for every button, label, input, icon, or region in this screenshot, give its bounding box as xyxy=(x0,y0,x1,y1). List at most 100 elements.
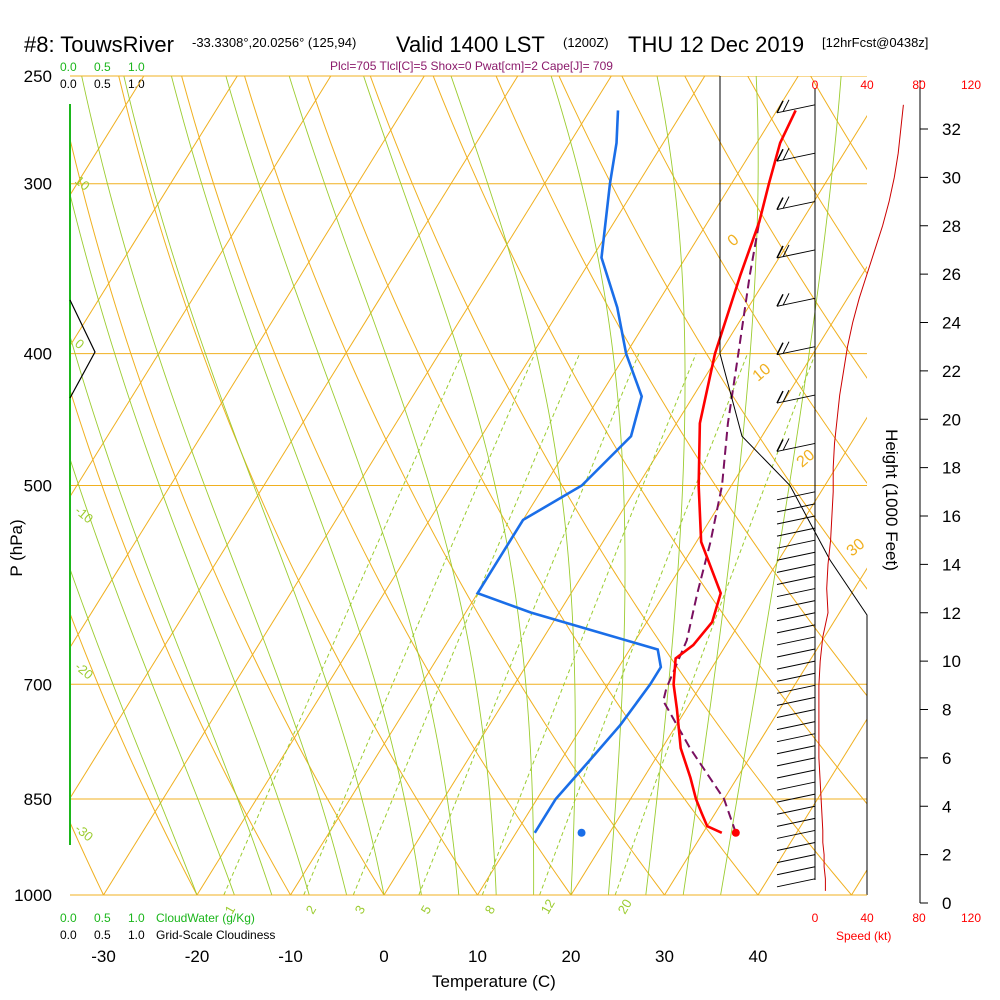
forecast-date: THU 12 Dec 2019 xyxy=(628,32,804,57)
speed-tick-bottom-120: 120 xyxy=(961,911,981,925)
wind-barb xyxy=(776,438,816,452)
dry-adiabat-10 xyxy=(118,76,478,895)
mixing-label-8: 8 xyxy=(482,903,499,917)
wind-barb-staff xyxy=(776,636,816,646)
wind-barb xyxy=(776,515,816,525)
wind-barb xyxy=(776,793,816,803)
wind-barb-staff xyxy=(776,709,816,718)
wind-barb-flag xyxy=(782,99,790,113)
isotherm-40 xyxy=(757,718,867,895)
cld-bot-1: 0.5 xyxy=(94,928,111,942)
wind-barb-staff xyxy=(776,539,816,549)
wind-barb xyxy=(776,293,816,307)
moist-adiabat-28 xyxy=(645,76,686,895)
y-axis-title: P (hPa) xyxy=(7,519,26,576)
pressure-tick-1000: 1000 xyxy=(14,886,52,905)
speed-label: Speed (kt) xyxy=(836,929,891,943)
wind-barb-flag xyxy=(782,196,790,209)
cloudiness-curve xyxy=(69,299,96,399)
height-tick-28: 28 xyxy=(942,217,961,236)
wind-barb-staff xyxy=(776,660,816,670)
wind-barb-staff xyxy=(776,817,816,827)
wind-barb-flag xyxy=(782,147,790,161)
dry-adiabat-20 xyxy=(181,76,572,895)
pressure-tick-850: 850 xyxy=(24,790,52,809)
wind-barb-staff xyxy=(776,854,816,864)
utc-time: (1200Z) xyxy=(563,35,609,50)
temp-tick--20: -20 xyxy=(185,947,210,966)
wind-barb-flag xyxy=(782,389,790,403)
height-tick-10: 10 xyxy=(942,652,961,671)
mixing-label-5: 5 xyxy=(418,903,435,917)
dry-adiabat-label-3: -20 xyxy=(72,659,96,683)
temp-tick-10: 10 xyxy=(468,947,487,966)
wind-barb-flag xyxy=(782,341,790,354)
wind-barb xyxy=(776,757,816,767)
height-tick-4: 4 xyxy=(942,797,951,816)
height-tick-0: 0 xyxy=(942,894,951,913)
parcel-params: Plcl=705 Tlcl[C]=5 Shox=0 Pwat[cm]=2 Cap… xyxy=(330,59,613,73)
wind-barb xyxy=(776,491,816,501)
moist-adiabat-36 xyxy=(720,76,842,895)
wind-barb xyxy=(776,817,816,827)
speed-tick-top-0: 0 xyxy=(812,78,819,92)
dry-adiabat--10 xyxy=(70,388,291,895)
isotherm-30 xyxy=(664,567,867,895)
speed-tick-top-120: 120 xyxy=(961,78,981,92)
wind-barb xyxy=(776,745,816,755)
cw-bot-0: 0.0 xyxy=(60,911,77,925)
wind-barb xyxy=(776,588,816,598)
mixing-line-1 xyxy=(223,353,463,895)
wind-barb-staff xyxy=(776,600,816,610)
wind-barb xyxy=(776,781,816,791)
wind-barb xyxy=(776,805,816,815)
forecast-info: [12hrFcst@0438z] xyxy=(822,35,928,50)
wind-barb-staff xyxy=(776,672,816,682)
wind-barb xyxy=(776,600,816,610)
moist-adiabat--12 xyxy=(70,334,273,895)
wind-barb-flag xyxy=(782,438,790,451)
moist-adiabat--16 xyxy=(70,457,235,895)
height-tick-30: 30 xyxy=(942,168,961,187)
wind-barb xyxy=(776,769,816,779)
height-tick-20: 20 xyxy=(942,410,961,429)
wind-barb xyxy=(776,99,816,114)
wind-barb-staff xyxy=(776,575,816,585)
station-title: #8: TouwsRiver xyxy=(24,32,174,57)
profile-lines xyxy=(475,109,797,837)
cld-top-0: 0.0 xyxy=(60,77,77,91)
wind-barb xyxy=(776,696,816,706)
wind-barb xyxy=(776,563,816,573)
pressure-tick-400: 400 xyxy=(24,345,52,364)
temperature-line xyxy=(672,109,797,834)
isotherm--50 xyxy=(70,76,425,649)
dry-adiabat-label-0: 10 xyxy=(72,173,93,194)
dry-adiabat-60 xyxy=(432,76,867,805)
mixing-label-20: 20 xyxy=(615,896,635,916)
wind-barb-staff xyxy=(776,648,816,658)
cloudwater-label: CloudWater (g/Kg) xyxy=(156,911,255,925)
wind-barb xyxy=(776,842,816,852)
wind-barb xyxy=(776,551,816,561)
plot-frame xyxy=(69,75,868,896)
wind-barb-staff xyxy=(776,612,816,622)
mixing-label-12: 12 xyxy=(538,896,558,916)
wind-barb-staff xyxy=(776,684,816,694)
dry-adiabat-70 xyxy=(495,76,867,697)
dry-adiabat-50 xyxy=(369,76,852,895)
wind-barb xyxy=(776,503,816,513)
wind-barb-flag xyxy=(776,100,784,114)
wind-barb-staff xyxy=(776,769,816,779)
cld-top-1: 0.5 xyxy=(94,77,111,91)
moist-adiabat-32 xyxy=(682,76,759,895)
wind-barb xyxy=(776,709,816,718)
wind-barb xyxy=(776,527,816,537)
wind-barb-staff xyxy=(776,781,816,791)
cw-top-2: 1.0 xyxy=(128,60,145,74)
isotherm--60 xyxy=(70,76,332,498)
wind-barb-staff xyxy=(776,721,816,731)
wind-barb-flag xyxy=(776,245,784,259)
mixing-line-8 xyxy=(481,353,697,895)
cld-bot-2: 1.0 xyxy=(128,928,145,942)
